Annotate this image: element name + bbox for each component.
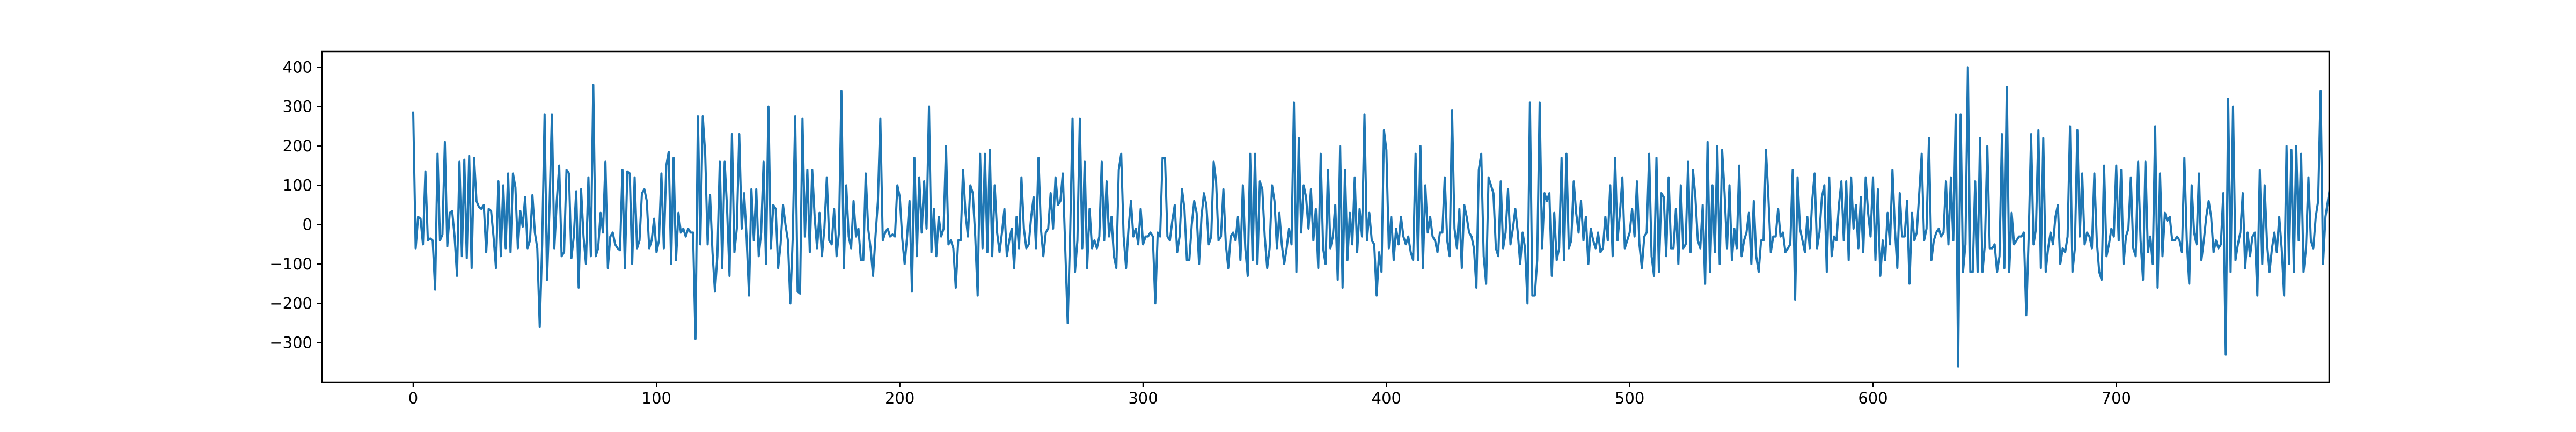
- x-tick-label: 700: [2102, 389, 2131, 407]
- x-tick-label: 0: [408, 389, 418, 407]
- y-tick-label: −300: [269, 334, 312, 352]
- x-tick-label: 200: [885, 389, 914, 407]
- axes-frame: [321, 50, 2330, 383]
- series-line-0: [412, 66, 2329, 368]
- x-tick-label: 600: [1858, 389, 1887, 407]
- x-tick-label: 300: [1128, 389, 1158, 407]
- x-tick-label: 100: [642, 389, 671, 407]
- y-tick-label: −100: [269, 255, 312, 273]
- y-tick-label: 300: [283, 98, 312, 116]
- y-tick-label: 100: [283, 176, 312, 194]
- y-tick-label: 200: [283, 137, 312, 155]
- y-tick-label: 0: [303, 216, 312, 234]
- y-tick-label: −200: [269, 294, 312, 312]
- y-tick-label: 400: [283, 58, 312, 76]
- x-tick-label: 400: [1372, 389, 1401, 407]
- x-tick-label: 500: [1615, 389, 1644, 407]
